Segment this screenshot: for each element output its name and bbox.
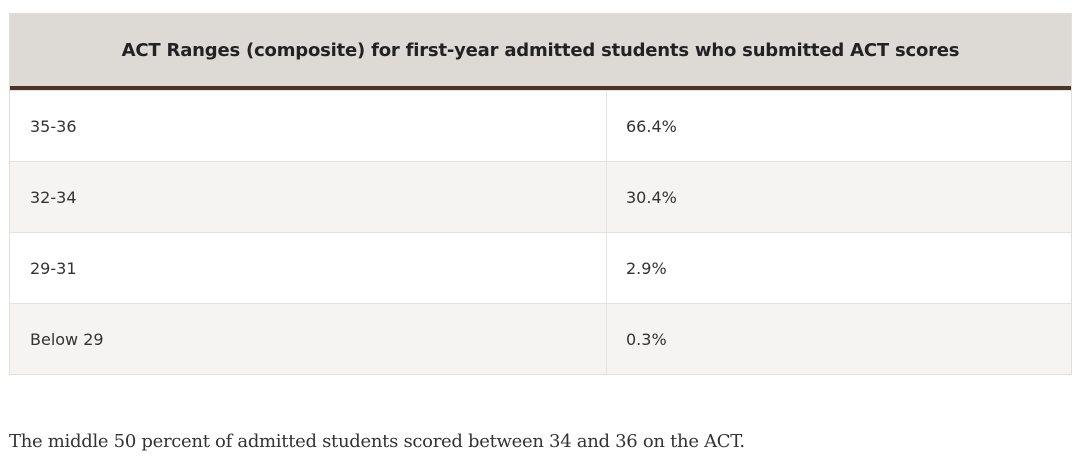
percent-cell: 2.9% bbox=[626, 258, 667, 278]
table-header: ACT Ranges (composite) for first-year ad… bbox=[10, 14, 1071, 90]
act-ranges-table: ACT Ranges (composite) for first-year ad… bbox=[9, 13, 1072, 375]
percent-cell: 0.3% bbox=[626, 329, 667, 349]
table-row: 35-36 66.4% bbox=[10, 90, 1071, 161]
percent-cell: 30.4% bbox=[626, 187, 677, 207]
table-row: 32-34 30.4% bbox=[10, 161, 1071, 232]
range-cell: 35-36 bbox=[10, 91, 607, 161]
range-cell: 32-34 bbox=[10, 162, 607, 232]
table-row: Below 29 0.3% bbox=[10, 303, 1071, 374]
percent-cell: 66.4% bbox=[626, 116, 677, 136]
footnote-text: The middle 50 percent of admitted studen… bbox=[9, 431, 745, 452]
range-cell: Below 29 bbox=[10, 304, 607, 374]
table-row: 29-31 2.9% bbox=[10, 232, 1071, 303]
table-header-title: ACT Ranges (composite) for first-year ad… bbox=[121, 39, 960, 61]
range-cell: 29-31 bbox=[10, 233, 607, 303]
